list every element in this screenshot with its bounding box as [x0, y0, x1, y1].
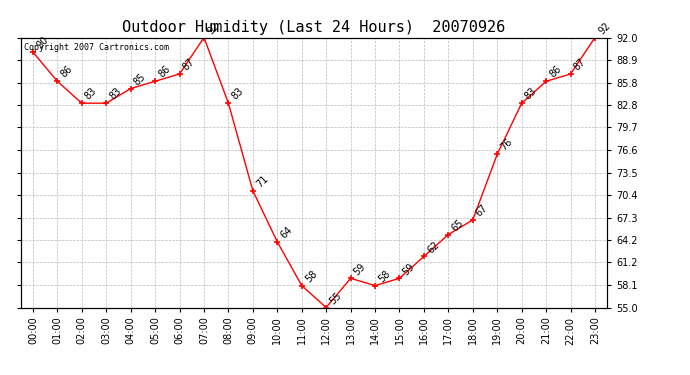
Text: 58: 58	[303, 268, 319, 284]
Text: 83: 83	[83, 86, 99, 102]
Text: 85: 85	[132, 71, 148, 87]
Text: 58: 58	[377, 268, 392, 284]
Text: 86: 86	[157, 64, 172, 80]
Text: 92: 92	[596, 20, 612, 36]
Text: 59: 59	[352, 261, 368, 277]
Text: 83: 83	[108, 86, 124, 102]
Text: 83: 83	[523, 86, 539, 102]
Text: 83: 83	[230, 86, 246, 102]
Text: 71: 71	[254, 174, 270, 189]
Text: 55: 55	[328, 290, 344, 306]
Text: 87: 87	[181, 57, 197, 73]
Text: 86: 86	[547, 64, 563, 80]
Text: 76: 76	[499, 137, 515, 153]
Text: Copyright 2007 Cartronics.com: Copyright 2007 Cartronics.com	[23, 43, 168, 52]
Text: 90: 90	[34, 35, 50, 51]
Text: 59: 59	[401, 261, 417, 277]
Text: 86: 86	[59, 64, 75, 80]
Text: 65: 65	[450, 217, 466, 233]
Text: 62: 62	[425, 239, 441, 255]
Title: Outdoor Humidity (Last 24 Hours)  20070926: Outdoor Humidity (Last 24 Hours) 2007092…	[122, 20, 506, 35]
Text: 67: 67	[474, 203, 490, 219]
Text: 87: 87	[572, 57, 588, 73]
Text: 64: 64	[279, 225, 295, 240]
Text: 92: 92	[206, 20, 221, 36]
